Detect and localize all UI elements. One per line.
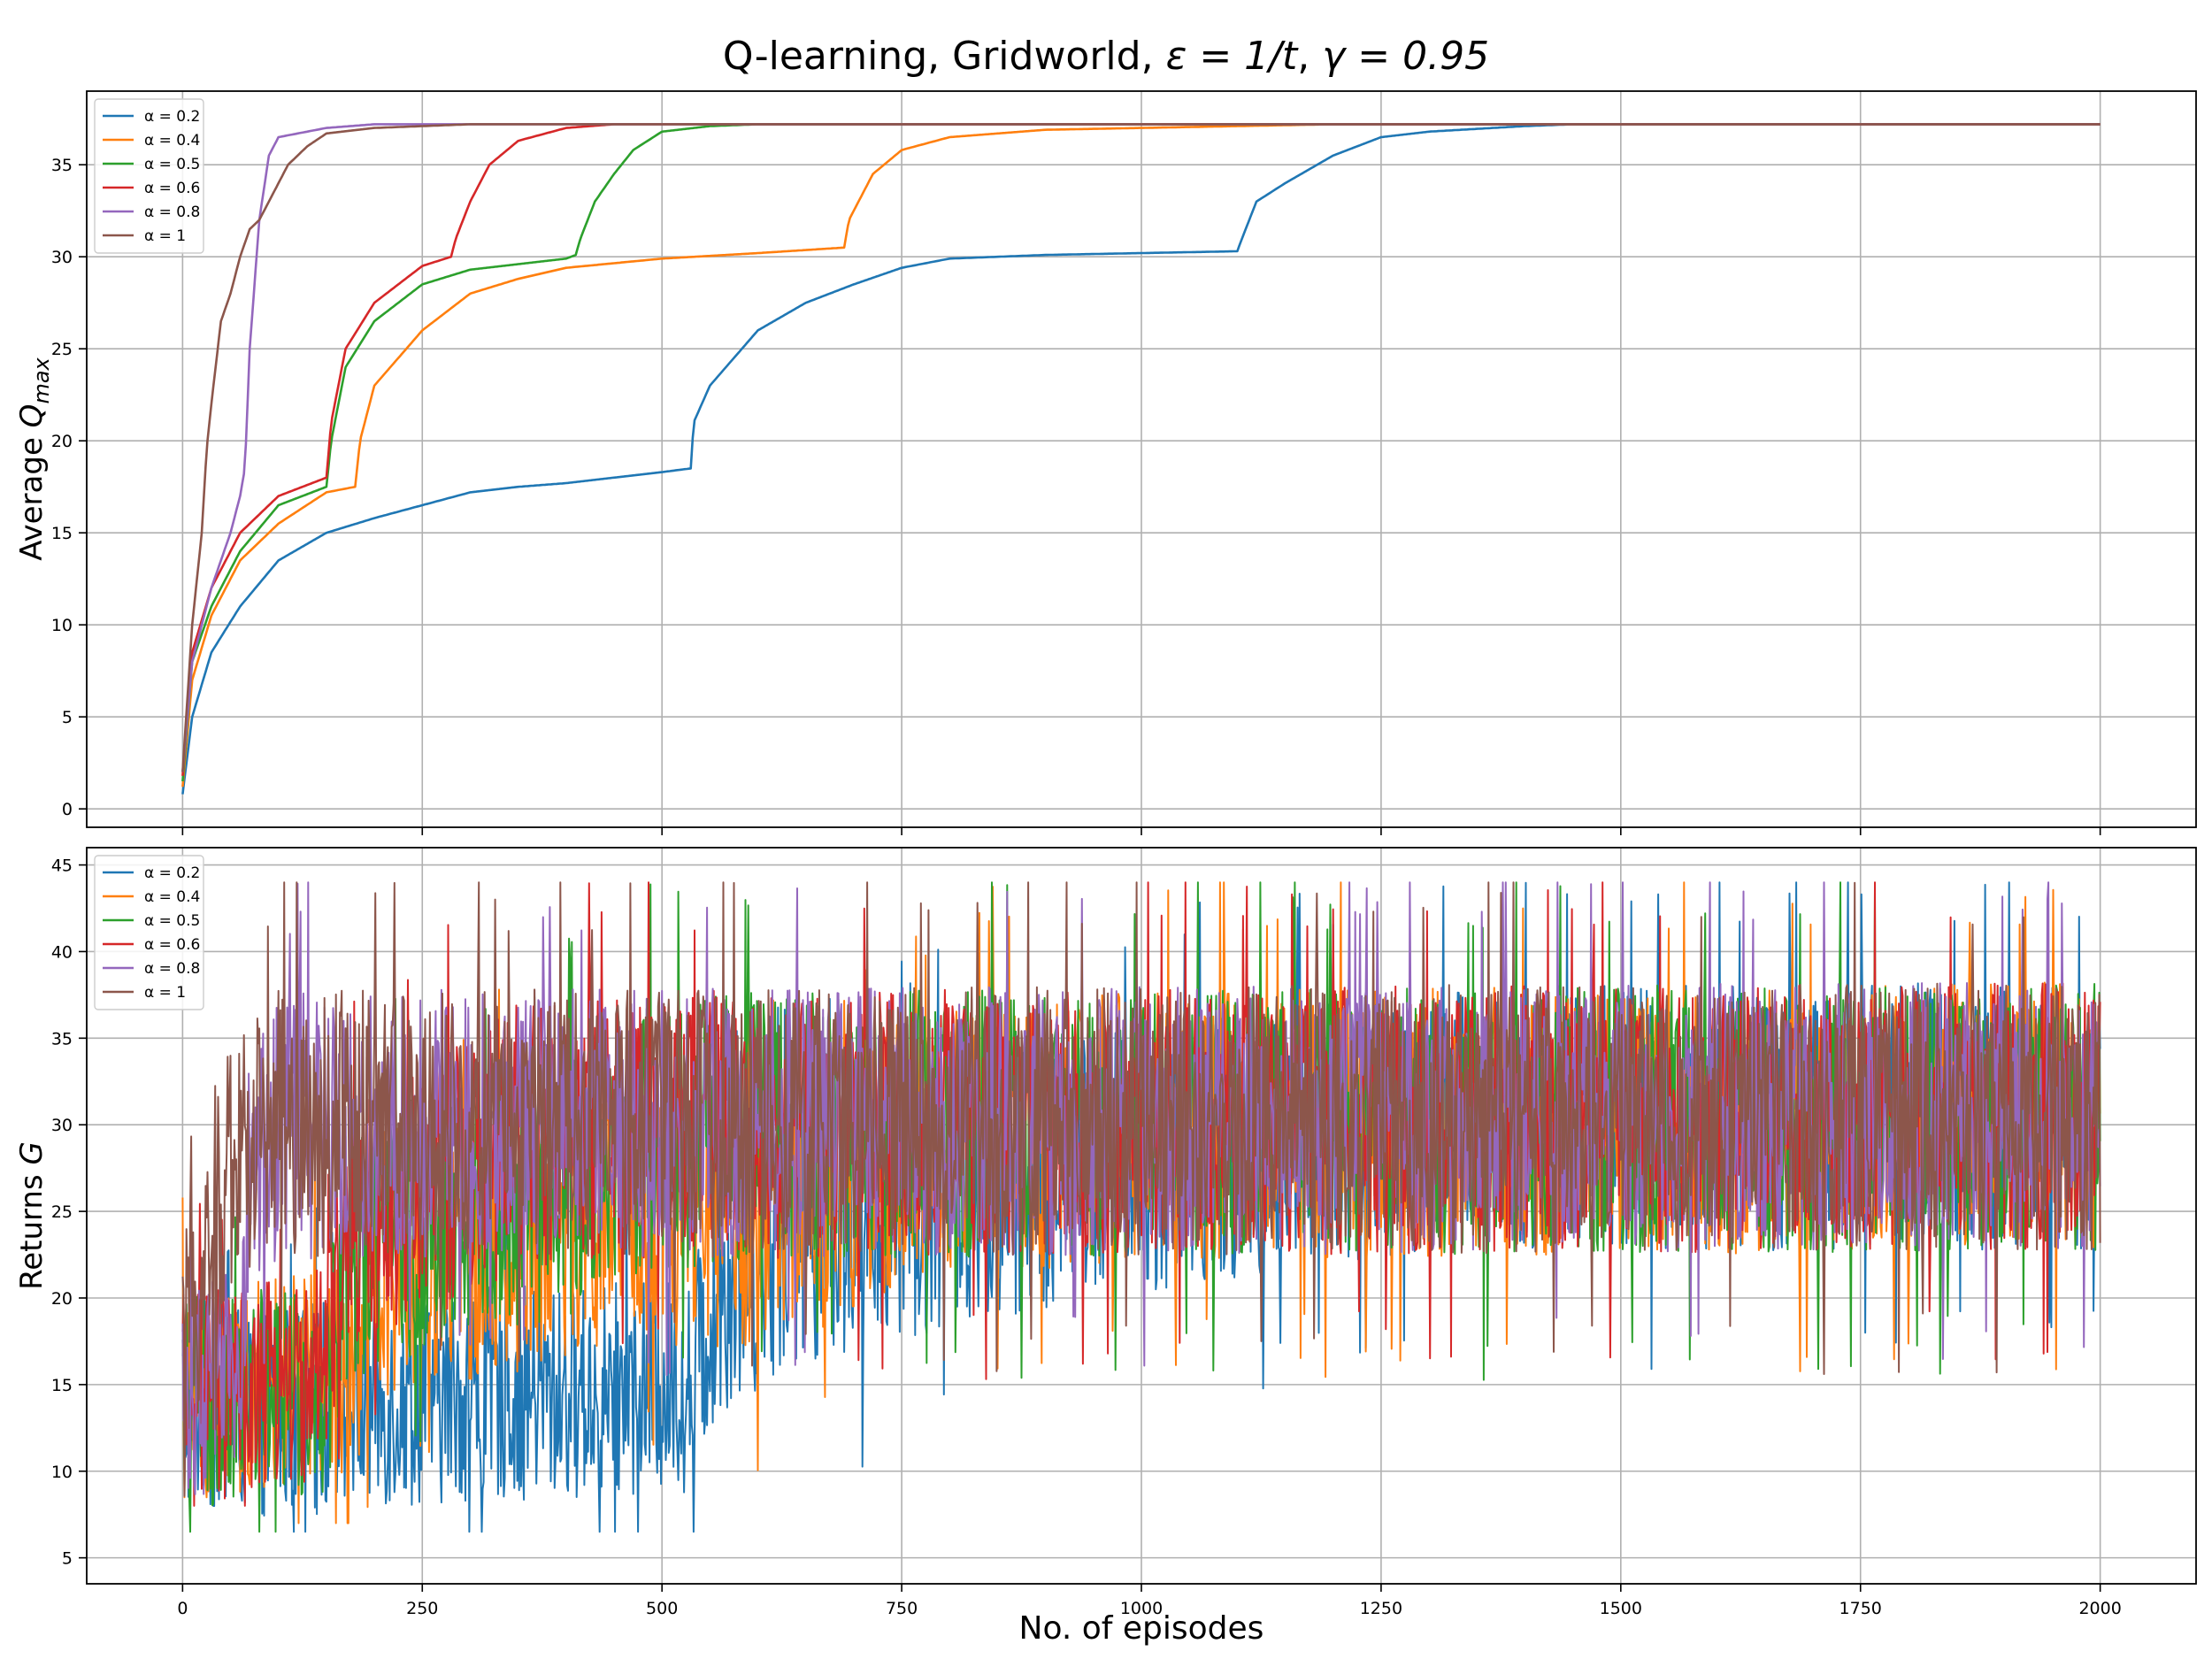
title-epsilon: ε = 1/t xyxy=(1166,34,1299,79)
y-tick-label: 25 xyxy=(51,1202,73,1222)
legend-label: α = 0.4 xyxy=(144,888,200,906)
series-line xyxy=(181,881,2101,1497)
figure-title: Q-learning, Gridworld, ε = 1/t, γ = 0.95 xyxy=(723,34,1489,79)
legend-label: α = 0.8 xyxy=(144,204,200,221)
x-axis-label: No. of episodes xyxy=(1019,1610,1264,1647)
y-tick-label: 20 xyxy=(51,432,73,451)
x-tick-label: 250 xyxy=(406,1599,438,1618)
y-tick-label: 10 xyxy=(51,1463,73,1482)
legend: α = 0.2 α = 0.4 α = 0.5 α = 0.6 α = 0.8 α = 1 xyxy=(94,98,204,254)
legend-label: α = 0.6 xyxy=(144,180,200,197)
y-tick-label: 35 xyxy=(51,1029,73,1048)
legend-label: α = 0.4 xyxy=(144,132,200,150)
x-tick-label: 2000 xyxy=(2078,1599,2121,1618)
x-tick-label: 1000 xyxy=(1120,1599,1163,1618)
legend-label: α = 0.5 xyxy=(144,156,200,173)
legend: α = 0.2 α = 0.4 α = 0.5 α = 0.6 α = 0.8 α = 1 xyxy=(94,855,204,1010)
y-tick-label: 10 xyxy=(51,616,73,635)
y-tick-label: 30 xyxy=(51,1116,73,1135)
x-tick-label: 1500 xyxy=(1600,1599,1642,1618)
y-tick-label: 35 xyxy=(51,156,73,175)
y-axis-label: Returns G xyxy=(14,1141,50,1290)
title-main: Q-learning, Gridworld, xyxy=(723,34,1166,79)
legend-label: α = 0.6 xyxy=(144,936,200,954)
y-tick-label: 5 xyxy=(62,708,73,727)
legend-label: α = 1 xyxy=(144,227,186,245)
legend-label: α = 0.5 xyxy=(144,912,200,930)
x-tick-label: 0 xyxy=(177,1599,188,1618)
plot-area xyxy=(181,123,2101,795)
y-tick-label: 45 xyxy=(51,856,73,876)
title-gamma: γ = 0.95 xyxy=(1322,34,1489,79)
y-tick-label: 40 xyxy=(51,942,73,962)
series-line xyxy=(181,123,2101,772)
y-tick-label: 5 xyxy=(62,1549,73,1569)
legend-box xyxy=(94,98,204,254)
y-tick-label: 15 xyxy=(51,1376,73,1395)
legend-label: α = 0.2 xyxy=(144,108,200,126)
y-tick-label: 25 xyxy=(51,340,73,359)
y-tick-label: 20 xyxy=(51,1289,73,1309)
x-tick-label: 500 xyxy=(646,1599,678,1618)
y-tick-label: 15 xyxy=(51,524,73,543)
x-tick-label: 1750 xyxy=(1839,1599,1882,1618)
plot-area xyxy=(181,881,2101,1533)
chart-bottom-returns: 0 250 500 750 1000 1250 1500 1750 2000 5 10 15 20 25 3… xyxy=(14,847,2197,1618)
legend-label: α = 0.8 xyxy=(144,960,200,978)
chart-top-average-qmax: 0 5 10 15 20 25 30 35 Average Qmax α = 0.2 α = 0.4… xyxy=(14,90,2197,835)
y-tick-label: 0 xyxy=(62,800,73,819)
x-tick-label: 1250 xyxy=(1360,1599,1402,1618)
y-axis-label: Average Qmax xyxy=(14,357,54,560)
legend-box xyxy=(94,855,204,1010)
legend-label: α = 1 xyxy=(144,984,186,1002)
x-tick-label: 750 xyxy=(886,1599,918,1618)
title-separator: , xyxy=(1297,34,1322,79)
y-tick-label: 30 xyxy=(51,248,73,267)
legend-label: α = 0.2 xyxy=(144,864,200,882)
